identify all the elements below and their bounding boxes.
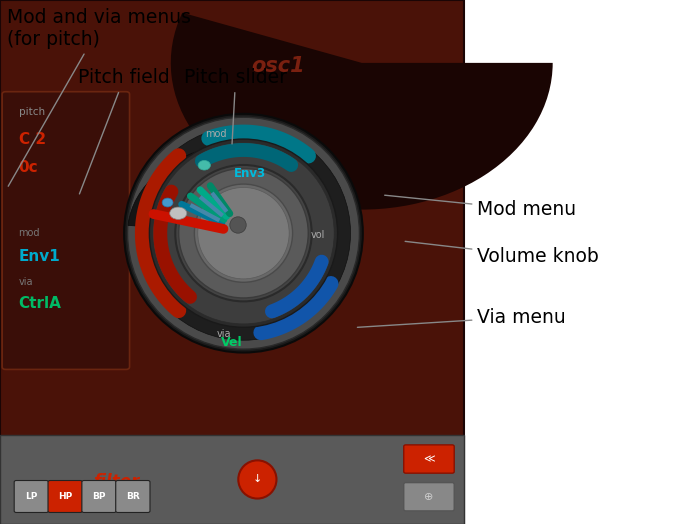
FancyBboxPatch shape (14, 481, 48, 512)
Text: vol: vol (310, 230, 325, 240)
Text: Volume knob: Volume knob (405, 242, 599, 266)
FancyBboxPatch shape (82, 481, 116, 512)
Text: Pitch slider: Pitch slider (184, 68, 287, 144)
Text: ↓: ↓ (253, 474, 262, 485)
Ellipse shape (230, 217, 246, 233)
FancyBboxPatch shape (116, 481, 150, 512)
Text: ⊕: ⊕ (424, 492, 434, 502)
Text: osc1: osc1 (252, 56, 305, 75)
Text: filter: filter (93, 473, 139, 491)
Text: Vel: Vel (221, 336, 243, 349)
Ellipse shape (179, 168, 308, 298)
Ellipse shape (198, 188, 289, 279)
Text: pitch: pitch (18, 107, 45, 117)
Text: 0c: 0c (18, 160, 38, 175)
Text: Via menu: Via menu (357, 308, 566, 328)
Ellipse shape (194, 184, 293, 282)
Bar (0, 0, 464, 524)
Wedge shape (128, 146, 243, 233)
FancyBboxPatch shape (48, 481, 83, 512)
Text: Env1: Env1 (18, 249, 60, 264)
Ellipse shape (124, 114, 363, 353)
Ellipse shape (153, 143, 334, 324)
Ellipse shape (162, 198, 173, 207)
Text: mod: mod (18, 228, 40, 238)
Text: LP: LP (25, 492, 38, 501)
Ellipse shape (175, 165, 312, 301)
Text: Env3: Env3 (233, 168, 265, 180)
Ellipse shape (149, 139, 338, 328)
FancyBboxPatch shape (404, 483, 454, 511)
Text: HP: HP (58, 492, 72, 501)
Text: BP: BP (92, 492, 106, 501)
Ellipse shape (238, 461, 276, 498)
Text: via: via (18, 277, 33, 287)
Text: C 2: C 2 (18, 132, 46, 147)
Text: BR: BR (126, 492, 140, 501)
Text: Mod menu: Mod menu (385, 195, 576, 219)
Text: Pitch field: Pitch field (78, 68, 170, 194)
Text: ≪: ≪ (423, 454, 435, 464)
Text: Mod and via menus
(for pitch): Mod and via menus (for pitch) (7, 8, 191, 186)
Wedge shape (170, 13, 552, 210)
Ellipse shape (198, 160, 211, 170)
Text: via: via (216, 329, 231, 340)
Ellipse shape (128, 117, 359, 349)
FancyBboxPatch shape (404, 445, 454, 473)
FancyBboxPatch shape (2, 92, 130, 369)
Text: CtrlA: CtrlA (18, 296, 61, 311)
Bar (0, 435, 464, 524)
Ellipse shape (136, 126, 351, 340)
Ellipse shape (170, 207, 187, 220)
Text: mod: mod (205, 128, 226, 139)
